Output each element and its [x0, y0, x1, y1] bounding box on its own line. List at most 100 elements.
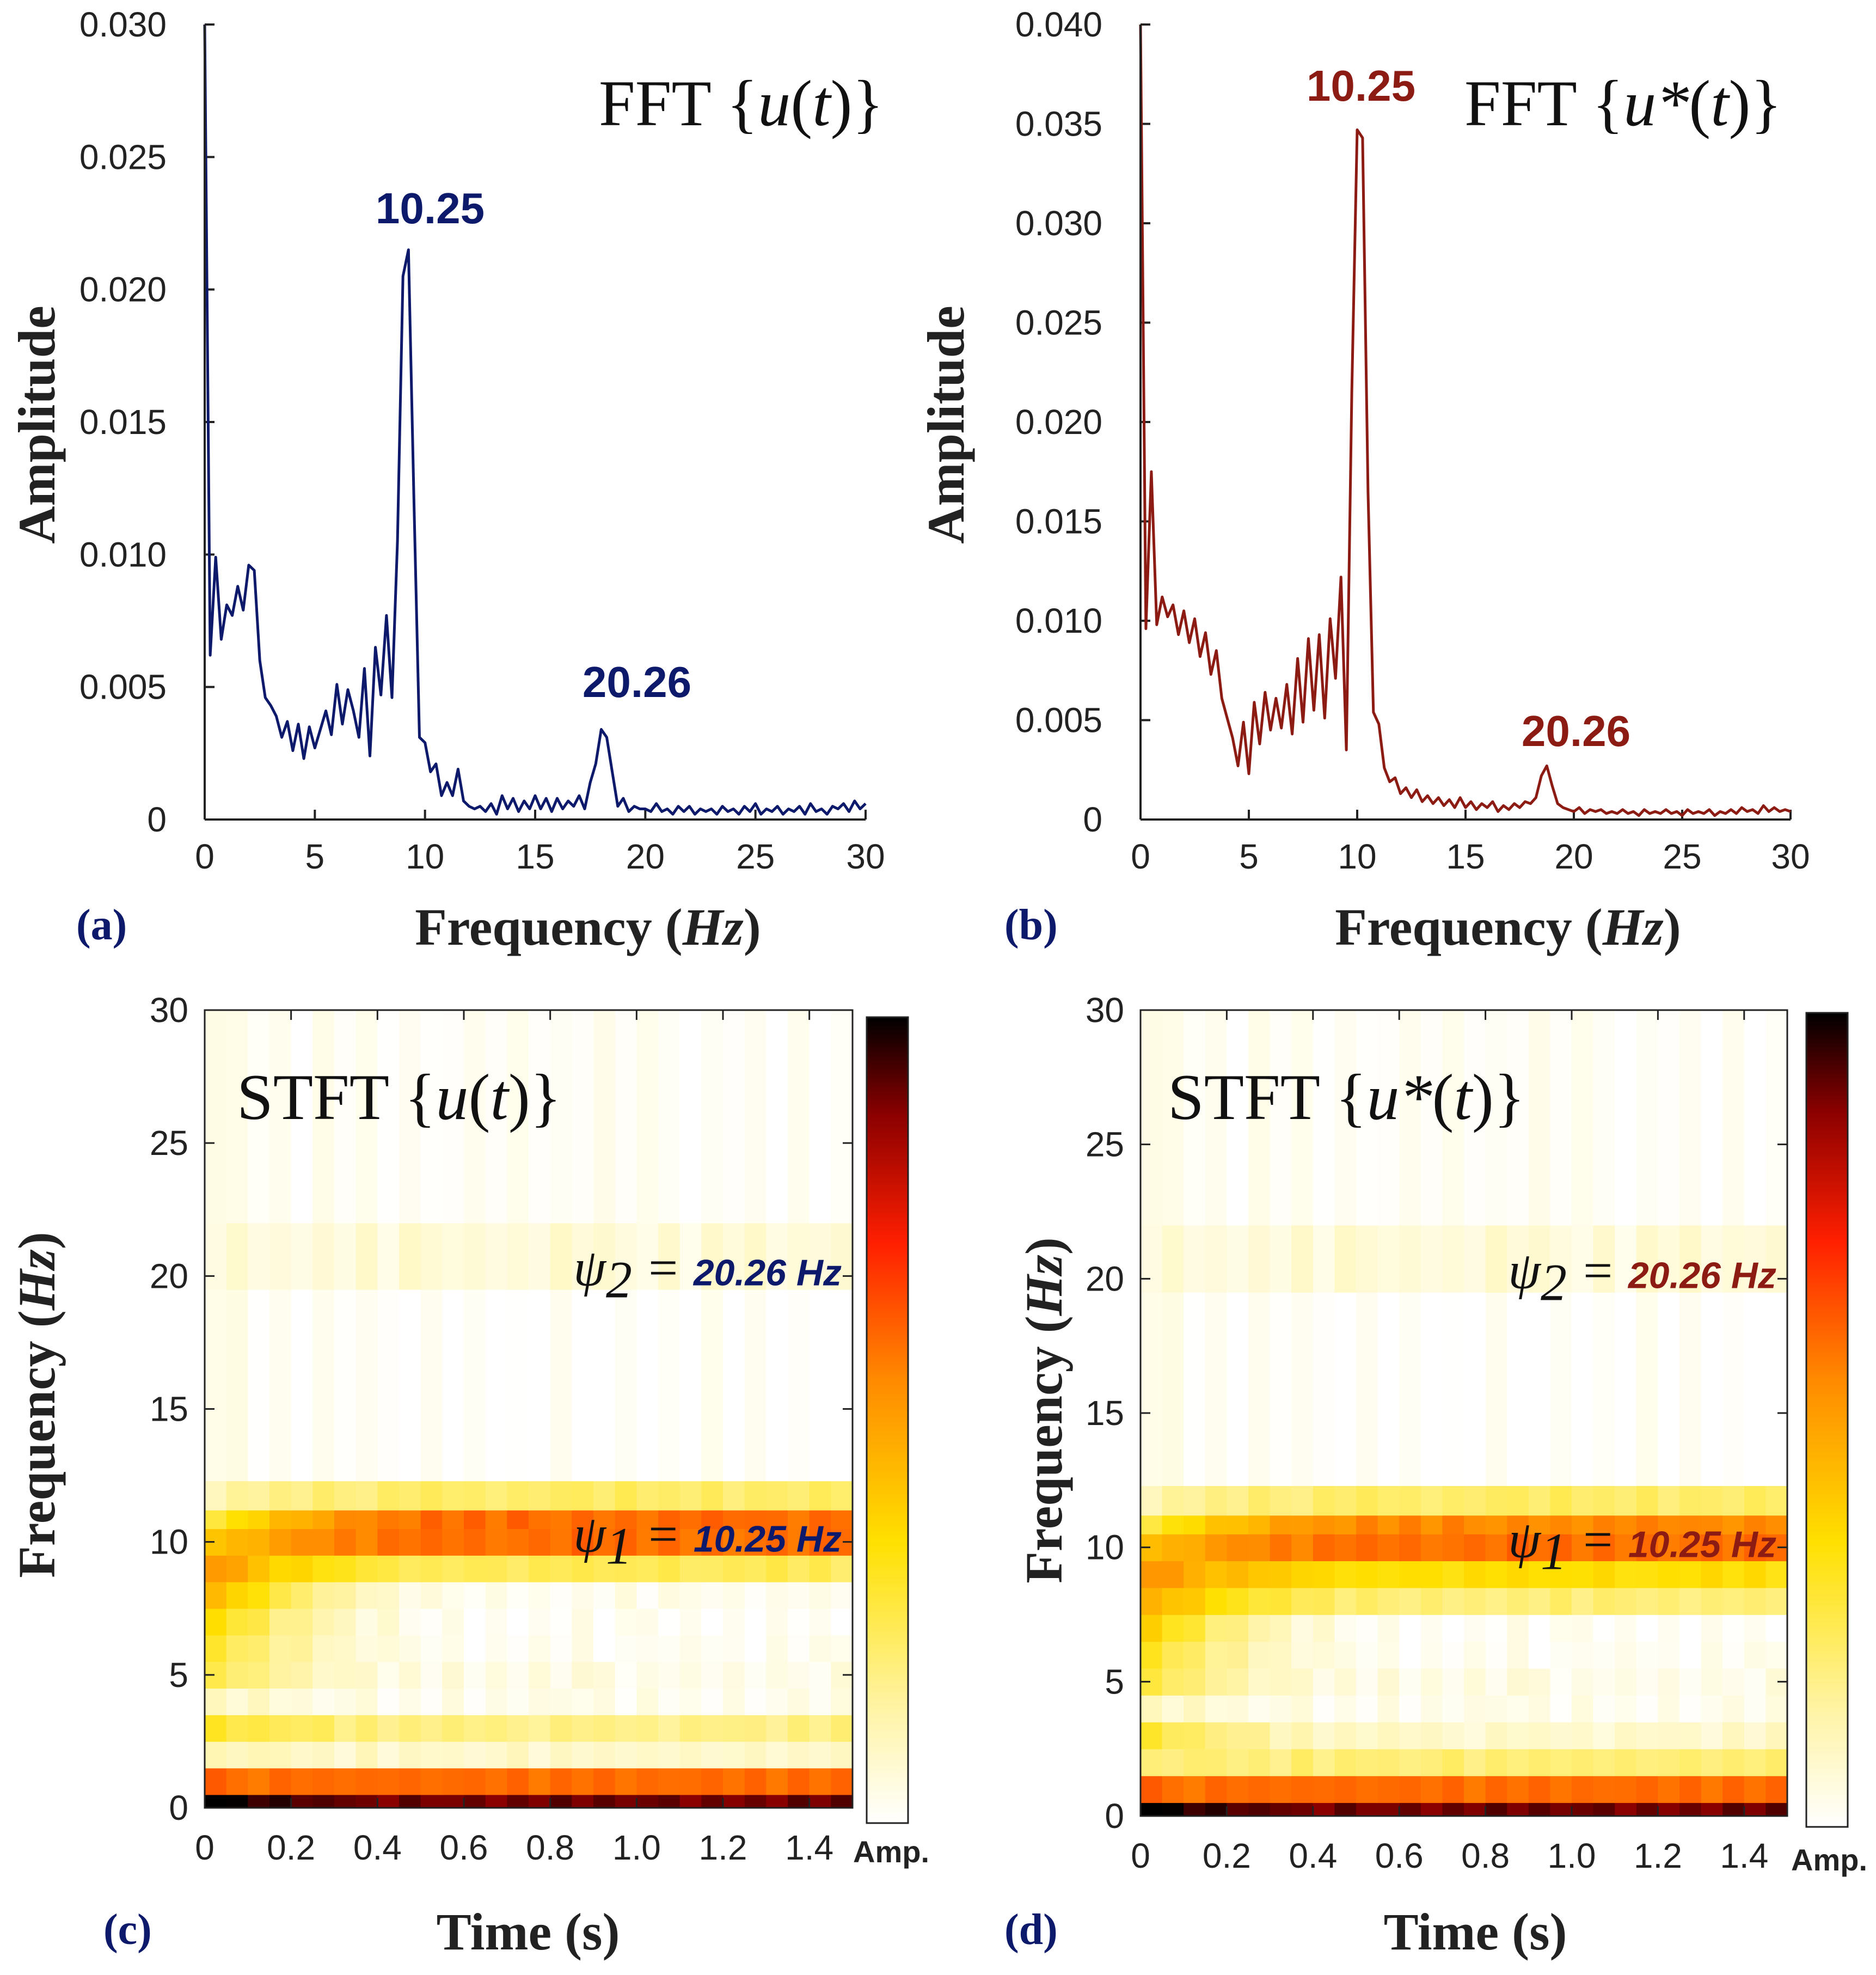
heatmap-cell: [1550, 1668, 1572, 1696]
heatmap-cell: [205, 1010, 227, 1224]
heatmap-cell: [1722, 1587, 1745, 1615]
heatmap-cell: [1141, 1802, 1163, 1817]
heatmap-cell: [312, 1635, 335, 1662]
heatmap-cell: [1141, 1641, 1163, 1669]
heatmap-cell: [1313, 1292, 1335, 1486]
heatmap-cell: [1636, 1615, 1659, 1642]
colorbar-d: [1805, 1012, 1849, 1828]
heatmap-cell: [788, 1528, 810, 1556]
heatmap-cell: [550, 1608, 573, 1636]
heatmap-cell: [420, 1222, 443, 1290]
heatmap-cell: [1356, 1776, 1378, 1803]
heatmap-cell: [1248, 1802, 1271, 1817]
heatmap-cell: [550, 1528, 573, 1556]
heatmap-cell: [1550, 1010, 1572, 1226]
heatmap-cell: [658, 1289, 680, 1482]
heatmap-cell: [1744, 1515, 1767, 1534]
chart-title-c: STFT {u(t)}: [237, 1061, 561, 1133]
heatmap-cell: [312, 1688, 335, 1715]
y-tick-label: 30: [1086, 990, 1124, 1030]
heatmap-cell: [744, 1794, 767, 1808]
heatmap-cell: [550, 1481, 573, 1511]
heatmap-cell: [1636, 1587, 1659, 1615]
heatmap-cell: [399, 1581, 421, 1609]
heatmap-cell: [679, 1555, 702, 1582]
heatmap-cell: [593, 1010, 616, 1224]
heatmap-cell: [1722, 1615, 1745, 1642]
fft-chart-b: 0 0.005 0.010 0.015 0.020 0.025 0.030 0.035 0.04…: [917, 5, 1810, 956]
heatmap-cell: [679, 1715, 702, 1742]
heatmap-cell: [723, 1510, 745, 1530]
heatmap-cell: [766, 1481, 788, 1511]
heatmap-cell: [1485, 1668, 1507, 1696]
heatmap-cell: [1291, 1748, 1314, 1776]
heatmap-cell: [1334, 1748, 1357, 1776]
heatmap-cell: [377, 1794, 400, 1808]
heatmap-cell: [312, 1768, 335, 1795]
heatmap-cell: [291, 1528, 314, 1556]
frequency-annotation: ψ1 = 10.25 Hz: [573, 1505, 842, 1575]
heatmap-cell: [1313, 1722, 1335, 1750]
heatmap-cell: [1679, 1485, 1702, 1516]
heatmap-cells-c: [205, 1010, 853, 1808]
heatmap-cell: [312, 1661, 335, 1689]
heatmap-cell: [291, 1768, 314, 1795]
heatmap-cell: [1636, 1722, 1659, 1750]
heatmap-cell: [442, 1481, 464, 1511]
heatmap-cell: [226, 1481, 249, 1511]
heatmap-cell: [572, 1222, 594, 1290]
heatmap-cell: [615, 1794, 637, 1808]
x-tick-label: 0.6: [440, 1828, 488, 1867]
heatmap-cell: [1679, 1515, 1702, 1534]
heatmap-cell: [744, 1768, 767, 1795]
heatmap-cell: [226, 1289, 249, 1482]
heatmap-cell: [1528, 1587, 1551, 1615]
heatmap-cell: [1377, 1641, 1400, 1669]
heatmap-cell: [1485, 1225, 1507, 1293]
heatmap-cell: [226, 1010, 249, 1224]
heatmap-cell: [464, 1688, 486, 1715]
heatmap-cell: [205, 1222, 227, 1290]
heatmap-cell: [1442, 1641, 1464, 1669]
y-tick-label: 0.015: [79, 402, 167, 442]
heatmap-cell: [248, 1222, 270, 1290]
heatmap-cell: [1485, 1615, 1507, 1642]
heatmap-cell: [1744, 1010, 1767, 1226]
y-tick-label: 5: [169, 1655, 188, 1695]
heatmap-cell: [1270, 1802, 1292, 1817]
heatmap-cell: [1227, 1485, 1249, 1516]
y-tick-label: 10: [1086, 1528, 1124, 1567]
heatmap-cell: [1615, 1010, 1637, 1226]
heatmap-cell: [1701, 1010, 1723, 1226]
heatmap-cell: [355, 1715, 378, 1742]
heatmap-cell: [1528, 1802, 1551, 1817]
heatmap-cell: [572, 1635, 594, 1662]
heatmap-cell: [1507, 1010, 1529, 1226]
heatmap-cell: [226, 1581, 249, 1609]
heatmap-cell: [1701, 1292, 1723, 1486]
heatmap-cell: [1334, 1641, 1357, 1669]
heatmap-cell: [1485, 1695, 1507, 1723]
heatmap-cell: [701, 1222, 724, 1290]
y-tick-label: 20: [150, 1256, 188, 1295]
heatmap-cell: [1572, 1534, 1594, 1562]
heatmap-cell: [615, 1635, 637, 1662]
heatmap-cell: [1227, 1668, 1249, 1696]
heatmap-cell: [291, 1688, 314, 1715]
heatmap-cells-d: [1141, 1010, 1788, 1817]
heatmap-cell: [766, 1688, 788, 1715]
y-tick-label: 0.035: [1015, 105, 1102, 144]
heatmap-cell: [593, 1741, 616, 1769]
heatmap-cell: [593, 1510, 616, 1530]
heatmap-cell: [1572, 1776, 1594, 1803]
heatmap-cell: [442, 1289, 464, 1482]
heatmap-cell: [442, 1688, 464, 1715]
heatmap-cell: [1765, 1485, 1788, 1516]
heatmap-cell: [1572, 1668, 1594, 1696]
y-ticks-d: 0 5 10 15 20 25 30: [1086, 990, 1787, 1836]
heatmap-cell: [1572, 1615, 1594, 1642]
heatmap-cell: [593, 1688, 616, 1715]
heatmap-cell: [420, 1481, 443, 1511]
heatmap-cell: [291, 1715, 314, 1742]
heatmap-cell: [1184, 1722, 1206, 1750]
